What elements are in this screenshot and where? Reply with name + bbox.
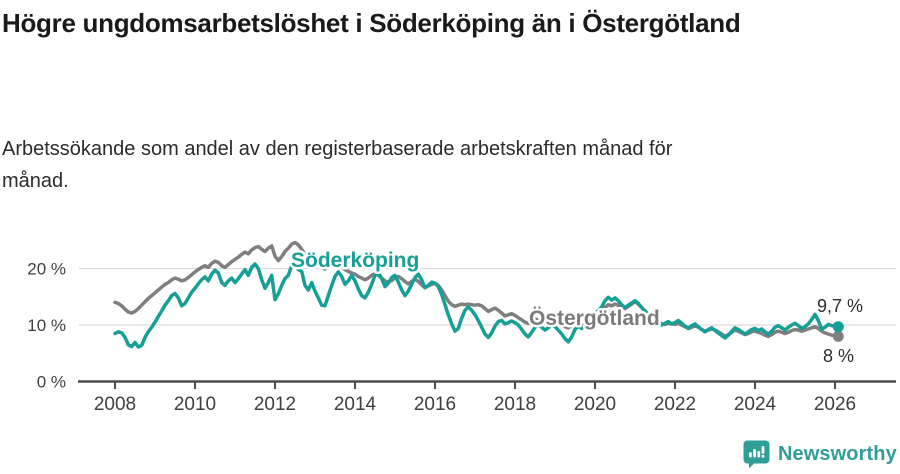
end-dot-soderkoping xyxy=(832,321,844,333)
y-tick-label: 10 % xyxy=(27,316,66,335)
series-label-soderkoping: Söderköping xyxy=(291,249,419,272)
x-tick-label: 2012 xyxy=(254,394,296,415)
y-tick-label: 20 % xyxy=(27,260,66,279)
end-value-label-soderkoping: 9,7 % xyxy=(817,296,863,316)
x-axis-tick-labels: 2008 2010 2012 2014 2016 2018 2020 2022 2024 2026 xyxy=(94,394,856,415)
page-title: Högre ungdomsarbetslöshet i Söderköping … xyxy=(2,8,741,38)
page-subtitle: Arbetssökande som andel av den registerb… xyxy=(2,138,673,192)
y-tick-label: 0 % xyxy=(37,373,66,392)
line-ostergotland xyxy=(113,240,841,339)
bar-chart-glyph xyxy=(749,449,761,458)
x-tick-label: 2024 xyxy=(734,394,777,415)
x-tick-label: 2014 xyxy=(334,394,377,415)
x-tick-label: 2022 xyxy=(654,394,696,415)
line-soderkoping xyxy=(113,261,841,349)
end-dot-ostergotland xyxy=(832,330,844,342)
speech-bubble-shape xyxy=(743,440,770,469)
gridlines xyxy=(79,267,896,326)
x-tick-label: 2026 xyxy=(814,394,856,415)
brand-name: Newsworthy xyxy=(778,443,897,465)
end-value-label-ostergotland: 8 % xyxy=(823,346,854,366)
newsworthy-logo-icon xyxy=(743,440,770,469)
series-label-ostergotland: Östergötland xyxy=(529,307,660,330)
x-tick-label: 2010 xyxy=(174,394,216,415)
brand-footer: Newsworthy xyxy=(743,440,897,469)
x-tick-label: 2018 xyxy=(494,394,536,415)
exclamation-glyph xyxy=(761,446,765,458)
x-axis-ticks xyxy=(114,381,836,389)
y-axis-tick-labels: 0 % 10 % 20 % xyxy=(27,260,66,392)
x-tick-label: 2016 xyxy=(414,394,456,415)
x-tick-label: 2008 xyxy=(94,394,136,415)
x-tick-label: 2020 xyxy=(574,394,616,415)
